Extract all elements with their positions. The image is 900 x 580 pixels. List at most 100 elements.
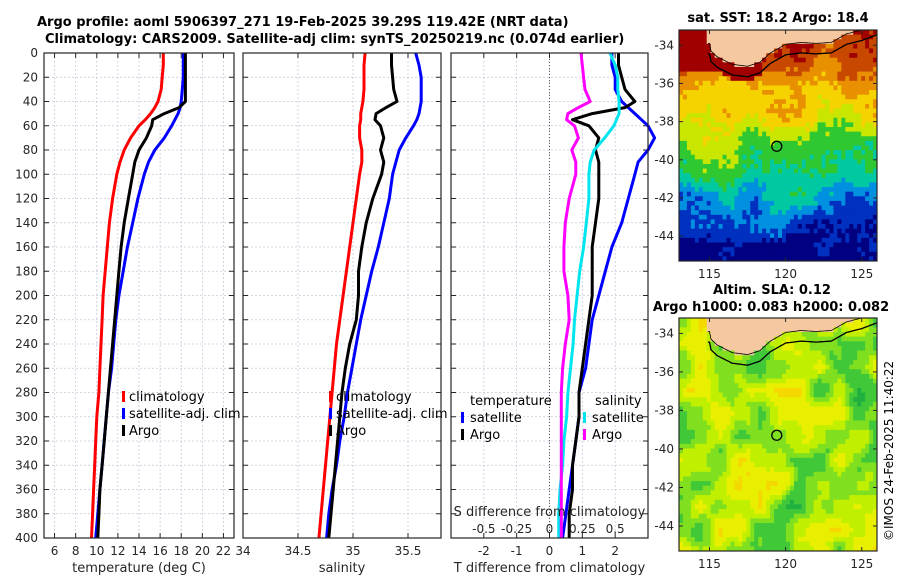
map-cell	[746, 476, 751, 482]
map-cell	[762, 182, 767, 188]
map-cell	[730, 154, 735, 160]
map-cell	[789, 80, 795, 86]
map-cell	[770, 34, 775, 40]
map-cell	[817, 467, 822, 473]
map-cell	[778, 94, 783, 100]
map-cell	[793, 387, 799, 393]
map-cell	[865, 327, 870, 333]
x-axis-label: salinity	[319, 561, 366, 576]
map-cell	[805, 43, 811, 49]
map-cell	[833, 350, 838, 356]
map-cell	[821, 462, 826, 468]
map-cell	[679, 90, 684, 96]
map-cell	[679, 247, 684, 253]
map-cell	[770, 187, 775, 193]
map-cell	[857, 476, 862, 482]
map-cell	[714, 378, 719, 384]
map-cell	[746, 228, 751, 234]
map-cell	[718, 237, 723, 243]
map-cell	[774, 66, 779, 72]
map-cell	[758, 401, 763, 407]
map-cell	[698, 187, 704, 193]
map-cell	[718, 378, 723, 384]
x-tick-label-salinity: 0	[546, 522, 554, 536]
map-cell	[781, 57, 787, 63]
map-cell	[742, 34, 747, 40]
map-cell	[762, 341, 767, 347]
map-cell	[682, 364, 688, 370]
map-cell	[746, 318, 751, 324]
map-cell	[742, 355, 747, 361]
map-cell	[845, 247, 850, 253]
map-cell	[865, 387, 870, 393]
map-cell	[734, 53, 739, 59]
map-cell	[793, 85, 799, 91]
map-cell	[793, 131, 799, 137]
map-cell	[809, 256, 815, 262]
map-cell	[861, 62, 866, 68]
map-cell	[781, 383, 787, 389]
map-cell	[698, 322, 704, 328]
map-cell	[702, 373, 708, 379]
map-cell	[702, 127, 708, 133]
map-cell	[873, 509, 878, 515]
map-cell	[813, 117, 818, 123]
map-cell	[801, 397, 807, 403]
map-cell	[679, 85, 684, 91]
map-cell	[742, 90, 747, 96]
map-cell	[778, 205, 783, 211]
map-cell	[766, 219, 771, 225]
map-cell	[821, 397, 826, 403]
map-cell	[758, 233, 763, 239]
map-cell	[817, 359, 822, 365]
map-cell	[750, 499, 755, 505]
map-cell	[742, 219, 747, 225]
map-cell	[817, 242, 822, 248]
map-cell	[754, 378, 759, 384]
map-cell	[781, 434, 787, 440]
map-cell	[809, 350, 815, 356]
map-cell	[746, 187, 751, 193]
map-cell	[805, 103, 811, 109]
map-cell	[750, 150, 755, 156]
map-cell	[785, 476, 791, 482]
map-cell	[829, 350, 834, 356]
map-cell	[762, 233, 767, 239]
map-cell	[805, 214, 811, 220]
map-cell	[785, 383, 791, 389]
map-cell	[706, 406, 712, 412]
map-cell	[730, 415, 735, 421]
map-cell	[841, 122, 846, 128]
map-cell	[726, 513, 731, 519]
map-cell	[849, 429, 854, 435]
map-cell	[710, 318, 716, 324]
map-cell	[738, 99, 743, 105]
map-cell	[679, 127, 684, 133]
map-cell	[738, 504, 743, 510]
map-cell	[813, 369, 818, 375]
map-cell	[682, 43, 688, 49]
map-cell	[797, 331, 803, 338]
map-cell	[738, 420, 743, 426]
map-cell	[742, 425, 747, 431]
map-cell	[774, 76, 779, 82]
map-cell	[702, 57, 708, 63]
map-cell	[762, 237, 767, 243]
map-cell	[750, 94, 755, 100]
map-cell	[825, 397, 830, 403]
map-cell	[746, 467, 751, 473]
map-cell	[702, 71, 708, 77]
map-cell	[710, 345, 716, 352]
map-cell	[853, 485, 858, 491]
map-cell	[841, 99, 846, 105]
map-cell	[698, 462, 704, 468]
map-cell	[849, 163, 854, 169]
map-cell	[801, 485, 807, 491]
map-cell	[841, 425, 846, 431]
map-cell	[829, 108, 834, 114]
map-cell	[698, 359, 704, 365]
map-cell	[682, 453, 688, 459]
map-cell	[758, 66, 763, 72]
x-tick-label-salinity: 0.5	[606, 522, 625, 536]
map-cell	[710, 205, 716, 211]
